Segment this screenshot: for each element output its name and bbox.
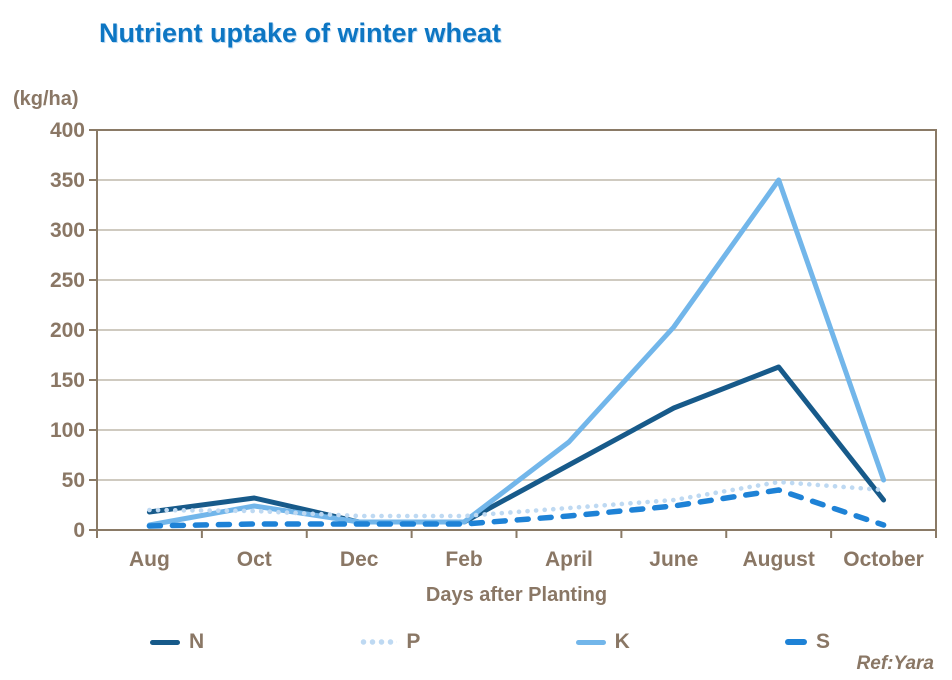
- x-tick-label-June: June: [649, 548, 698, 571]
- x-tick-label-Dec: Dec: [340, 548, 379, 571]
- p-dotted-swatch-icon: [359, 639, 398, 645]
- legend-item-s: S: [784, 630, 830, 654]
- x-tick-label-Oct: Oct: [237, 548, 272, 571]
- legend-item-k: K: [575, 630, 630, 654]
- y-tick-label-250: 250: [50, 269, 85, 292]
- y-tick-label-400: 400: [50, 119, 85, 142]
- x-tick-label-October: October: [843, 548, 924, 571]
- y-tick-label-200: 200: [50, 319, 85, 342]
- legend-label-n: N: [189, 630, 205, 653]
- series-line-P: [147, 479, 886, 519]
- y-tick-label-300: 300: [50, 219, 85, 242]
- series-line-S: [146, 487, 887, 529]
- n-line-swatch-icon: [150, 639, 180, 645]
- y-tick-label-100: 100: [50, 419, 85, 442]
- series-line-K: [146, 177, 887, 528]
- chart-title: Nutrient uptake of winter wheat: [99, 18, 502, 48]
- x-tick-label-April: April: [545, 548, 593, 571]
- x-tick-label-August: August: [743, 548, 815, 571]
- y-tick-label-350: 350: [50, 169, 85, 192]
- y-axis-unit-label: (kg/ha): [13, 88, 79, 110]
- y-tick-label-0: 0: [73, 519, 85, 542]
- legend-item-n: N: [150, 630, 204, 654]
- k-line-swatch-icon: [575, 639, 606, 645]
- line-chart-plot: 0 50 100 150 200 250 300 350 400 Aug Oct Dec Feb Apri…: [50, 119, 937, 571]
- legend-item-p: P: [359, 630, 420, 654]
- legend-label-s: S: [815, 630, 830, 653]
- series-line-N: [146, 364, 887, 525]
- chart-legend: N P K S: [150, 630, 830, 654]
- x-axis-title: Days after Planting: [425, 584, 608, 606]
- reference-note: Ref:Yara: [856, 653, 934, 674]
- y-tick-label-50: 50: [62, 469, 85, 492]
- legend-label-p: P: [406, 630, 421, 653]
- y-tick-label-150: 150: [50, 369, 85, 392]
- s-dash-swatch-icon: [784, 639, 807, 645]
- legend-label-k: K: [614, 630, 630, 653]
- x-tick-label-Feb: Feb: [445, 548, 482, 571]
- x-tick-label-Aug: Aug: [129, 548, 170, 571]
